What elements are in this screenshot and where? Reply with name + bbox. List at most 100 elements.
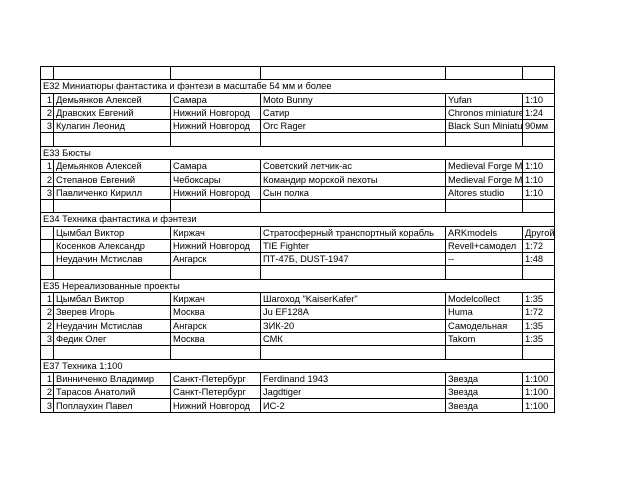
entry-number: 2 — [40, 318, 54, 333]
entry-scale: 1:100 — [522, 385, 555, 400]
empty-row — [40, 345, 555, 360]
entry-scale: 1:100 — [522, 371, 555, 387]
entry-city: Нижний Новгород — [170, 105, 261, 121]
cell — [53, 265, 171, 280]
entry-name: Павличенко Кирилл — [53, 185, 171, 200]
entry-name: Неудачин Мстислав — [53, 318, 171, 333]
entry-row: Неудачин Мстислав Ангарск ПТ-47Б, DUST-194… — [40, 252, 555, 267]
entry-city: Нижний Новгород — [170, 119, 261, 134]
section-title: Е33 Бюсты — [40, 145, 555, 161]
entry-city: Санкт-Петербург — [170, 385, 261, 400]
section-row: Е34 Техника фантастика и фэнтези — [40, 212, 555, 227]
cell — [40, 345, 54, 360]
cell — [40, 132, 54, 147]
entry-number — [40, 225, 54, 240]
section-title: Е35 Нереализованные проекты — [40, 278, 555, 294]
cell — [170, 65, 261, 81]
cell — [170, 132, 261, 147]
cell — [260, 65, 446, 81]
entry-maker: Black Sun Miniatu — [445, 119, 523, 134]
entry-maker: -- — [445, 252, 523, 267]
entry-maker: Medieval Forge M — [445, 172, 523, 187]
entry-row: 1 Демьянков Алексей Самара Советский летчик… — [40, 159, 555, 174]
entry-maker: Revell+самодел — [445, 238, 523, 254]
entry-row: Цымбал Виктор Киржач Стратосферный транспо… — [40, 225, 555, 240]
entry-row: 2 Степанов Евгений Чебоксары Командир морск… — [40, 172, 555, 187]
entry-city: Самара — [170, 92, 261, 107]
entry-city: Самара — [170, 159, 261, 174]
empty-row — [40, 132, 555, 147]
entry-model: TIE Fighter — [260, 238, 446, 254]
entry-scale: 1:10 — [522, 159, 555, 174]
entry-maker: Takom — [445, 331, 523, 347]
cell — [445, 198, 523, 214]
section-row: Е33 Бюсты — [40, 145, 555, 161]
entry-number: 3 — [40, 398, 54, 413]
entry-row: 2 Зверев Игорь Москва Ju EF128A Huma 1:72 — [40, 305, 555, 320]
entry-maker: Самодельная — [445, 318, 523, 333]
entry-city: Нижний Новгород — [170, 238, 261, 254]
entry-city: Ангарск — [170, 318, 261, 333]
entry-scale: 1:72 — [522, 305, 555, 320]
entry-scale: 1:48 — [522, 252, 555, 267]
section-row: Е35 Нереализованные проекты — [40, 278, 555, 294]
entry-model: Ju EF128A — [260, 305, 446, 320]
entry-name: Дравских Евгений — [53, 105, 171, 121]
cell — [40, 65, 54, 81]
entry-maker: Звезда — [445, 398, 523, 413]
entry-scale: 1:10 — [522, 172, 555, 187]
entry-name: Демьянков Алексей — [53, 159, 171, 174]
cell — [445, 265, 523, 280]
entry-row: Косенков Александр Нижний Новгород TIE Fig… — [40, 238, 555, 254]
section-row: Е32 Миниатюры фантастика и фэнтези в мас… — [40, 79, 555, 94]
cell — [260, 265, 446, 280]
empty-row — [40, 198, 555, 214]
entry-name: Демьянков Алексей — [53, 92, 171, 107]
entry-city: Москва — [170, 331, 261, 347]
cell — [53, 345, 171, 360]
entry-name: Винниченко Владимир — [53, 371, 171, 387]
entry-scale: 90мм — [522, 119, 555, 134]
entry-name: Степанов Евгений — [53, 172, 171, 187]
entry-maker: Medieval Forge M — [445, 159, 523, 174]
entry-row: 1 Цымбал Виктор Киржач Шагоход "KaiserKafer… — [40, 292, 555, 307]
entry-maker: Chronos miniature — [445, 105, 523, 121]
entry-city: Москва — [170, 305, 261, 320]
entry-row: 2 Неудачин Мстислав Ангарск ЗИК-20 Самодельн… — [40, 318, 555, 333]
entry-row: 2 Тарасов Анатолий Санкт-Петербург Jagdtige… — [40, 385, 555, 400]
entry-row: 3 Федик Олег Москва СМК Takom 1:35 — [40, 331, 555, 347]
entry-number: 3 — [40, 185, 54, 200]
entry-city: Ангарск — [170, 252, 261, 267]
entry-maker: Huma — [445, 305, 523, 320]
cell — [260, 345, 446, 360]
entry-name: Косенков Александр — [53, 238, 171, 254]
entry-number: 1 — [40, 371, 54, 387]
entry-number: 3 — [40, 119, 54, 134]
section-row: Е37 Техника 1:100 — [40, 358, 555, 373]
entry-number: 2 — [40, 172, 54, 187]
entry-name: Цымбал Виктор — [53, 225, 171, 240]
cell — [522, 132, 555, 147]
entry-row: 2 Дравских Евгений Нижний Новгород Сатир Chr… — [40, 105, 555, 121]
entry-city: Киржач — [170, 225, 261, 240]
entry-scale: 1:100 — [522, 398, 555, 413]
section-title: Е34 Техника фантастика и фэнтези — [40, 212, 555, 227]
entry-scale: 1:10 — [522, 92, 555, 107]
cell — [522, 198, 555, 214]
entry-number — [40, 238, 54, 254]
entry-row: 3 Кулагин Леонид Нижний Новгород Orc Rager B… — [40, 119, 555, 134]
cell — [40, 265, 54, 280]
entry-scale: 1:10 — [522, 185, 555, 200]
entry-maker: Звезда — [445, 385, 523, 400]
entry-name: Кулагин Леонид — [53, 119, 171, 134]
entry-row: 1 Демьянков Алексей Самара Moto Bunny Yufan 1… — [40, 92, 555, 107]
empty-row — [40, 65, 555, 81]
cell — [40, 198, 54, 214]
cell — [445, 132, 523, 147]
entry-city: Нижний Новгород — [170, 398, 261, 413]
entry-model: ЗИК-20 — [260, 318, 446, 333]
cell — [522, 265, 555, 280]
entry-model: Jagdtiger — [260, 385, 446, 400]
cell — [445, 345, 523, 360]
cell — [53, 132, 171, 147]
